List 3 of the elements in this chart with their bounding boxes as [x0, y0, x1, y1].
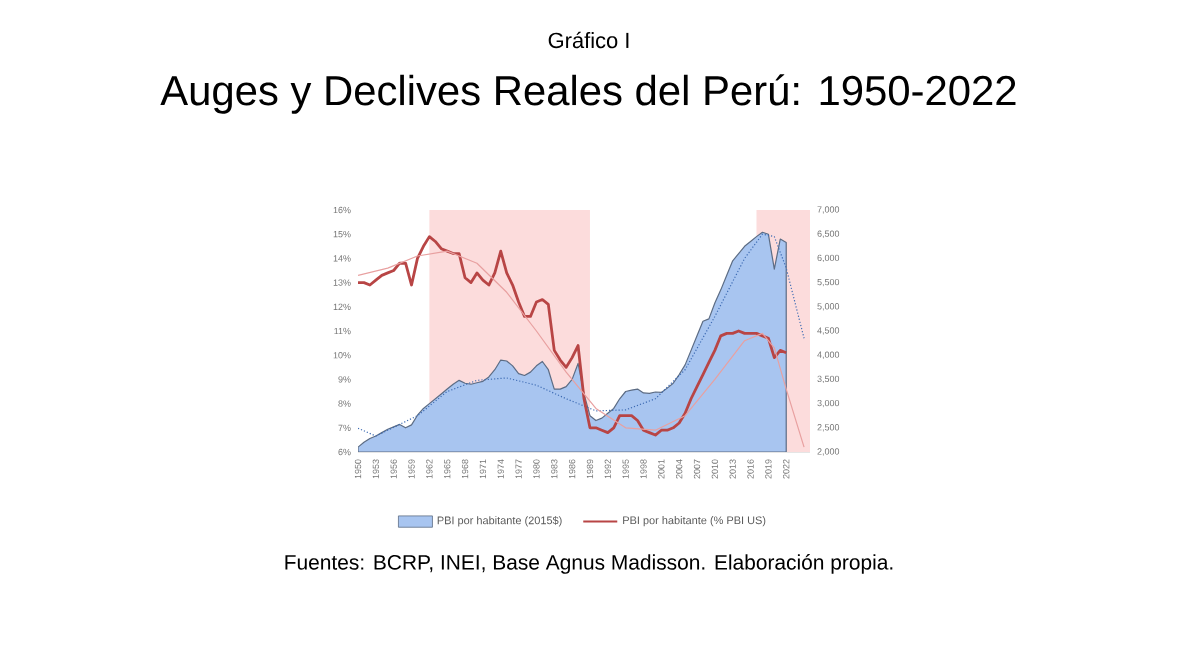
chart-subtitle: Auges y Declives Reales del Perú: 1950-2022: [160, 74, 1016, 114]
source-note: Fuentes: BCRP, INEI, Base Agnus Madisson. Elaboración propia.: [285, 554, 893, 574]
chart-title: Gráfico I: [548, 31, 629, 49]
